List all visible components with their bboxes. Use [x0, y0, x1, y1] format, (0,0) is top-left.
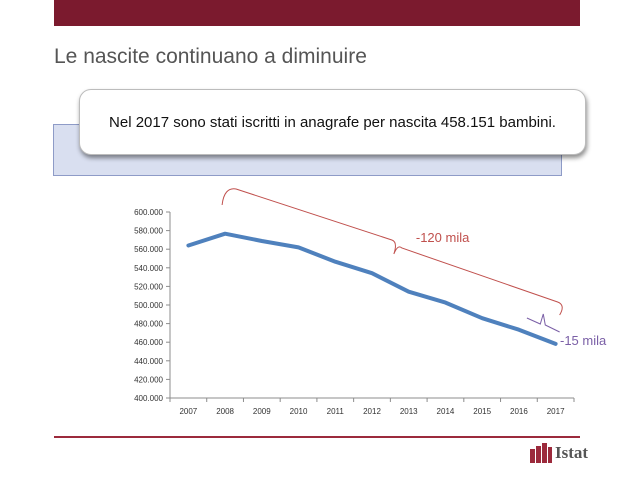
x-tick-label: 2012 [363, 407, 381, 416]
x-tick-label: 2007 [179, 407, 197, 416]
data-point [297, 246, 300, 249]
data-point [334, 260, 337, 263]
x-tick-label: 2017 [547, 407, 565, 416]
istat-logo-icon [530, 443, 552, 463]
bottom-rule [54, 436, 580, 438]
data-point [407, 290, 410, 293]
x-tick-label: 2010 [290, 407, 308, 416]
slide-title: Le nascite continuano a diminuire [54, 45, 367, 68]
brace-minor [526, 313, 560, 333]
y-tick-label: 580.000 [134, 227, 163, 236]
data-point [554, 342, 557, 346]
x-tick-label: 2014 [437, 407, 455, 416]
annotation-minor-label: -15 mila [560, 333, 607, 348]
y-tick-label: 500.000 [134, 301, 163, 310]
x-tick-label: 2015 [473, 407, 491, 416]
callout-box: Nel 2017 sono stati iscritti in anagrafe… [79, 89, 586, 155]
x-tick-label: 2013 [400, 407, 418, 416]
y-tick-label: 480.000 [134, 320, 163, 329]
y-tick-label: 540.000 [134, 264, 163, 273]
data-point [370, 272, 374, 275]
y-tick-label: 520.000 [134, 282, 163, 291]
y-tick-label: 440.000 [134, 357, 163, 366]
data-point [480, 317, 484, 320]
y-tick-label: 400.000 [134, 394, 163, 403]
x-tick-label: 2016 [510, 407, 528, 416]
logo-text: Istat [555, 443, 589, 462]
data-point [187, 244, 190, 247]
y-tick-label: 420.000 [134, 375, 163, 384]
y-tick-label: 560.000 [134, 245, 163, 254]
callout-text: Nel 2017 sono stati iscritti in anagrafe… [109, 113, 556, 131]
x-tick-label: 2011 [327, 407, 345, 416]
y-tick-label: 460.000 [134, 338, 163, 347]
data-point [444, 301, 447, 304]
data-point [223, 232, 227, 235]
annotation-major-label: -120 mila [416, 230, 470, 245]
brace-major [221, 188, 563, 316]
data-point [517, 328, 521, 331]
data-point [260, 239, 264, 243]
x-tick-label: 2009 [253, 407, 271, 416]
series-line [186, 231, 558, 346]
x-tick-label: 2008 [216, 407, 234, 416]
y-tick-label: 600.000 [134, 208, 163, 217]
top-band [54, 0, 580, 26]
istat-logo: Istat [530, 443, 588, 463]
